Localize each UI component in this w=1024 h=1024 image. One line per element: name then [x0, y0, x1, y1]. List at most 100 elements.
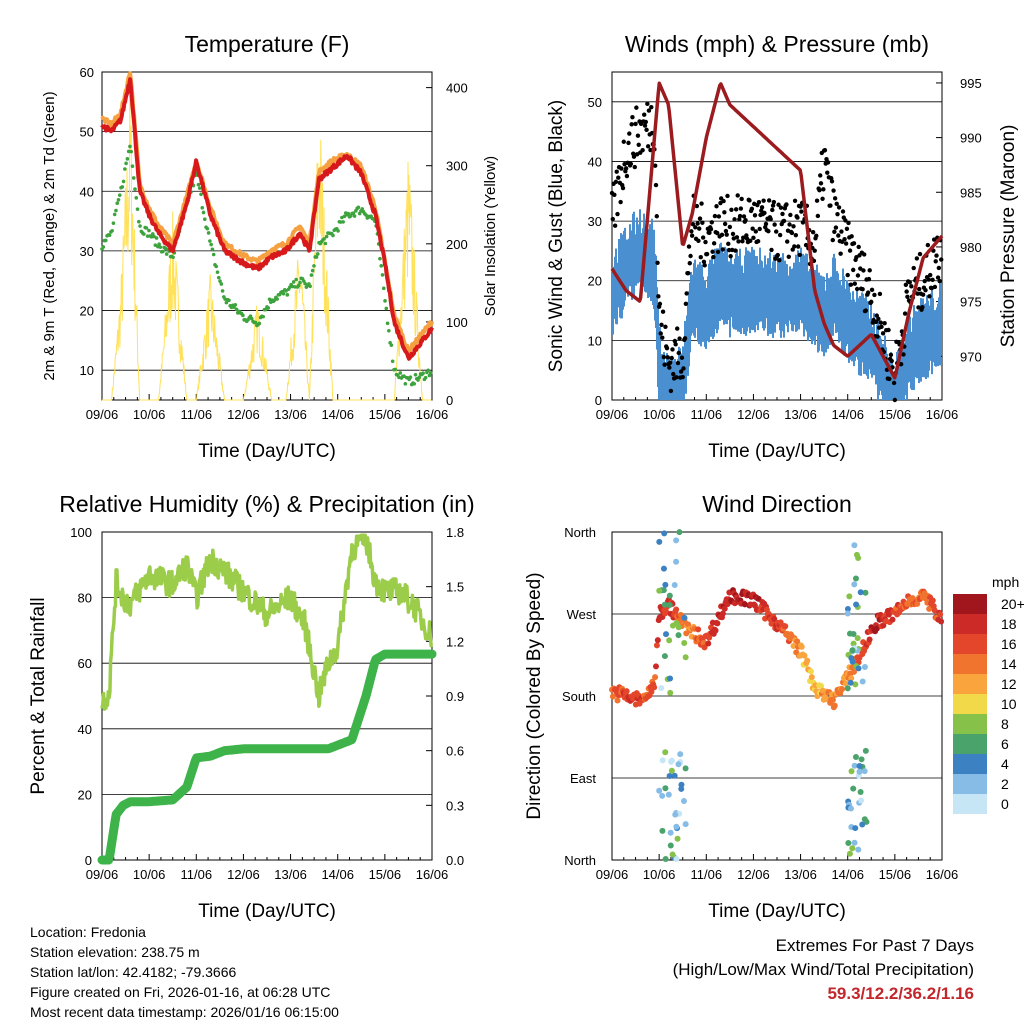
gust-point	[757, 226, 762, 232]
gust-point	[627, 131, 632, 136]
gust-point	[630, 115, 635, 120]
direction-point	[794, 638, 801, 645]
gust-point	[916, 305, 921, 310]
gust-point	[815, 213, 821, 219]
direction-point	[861, 768, 868, 775]
gust-point	[710, 249, 715, 254]
y-tick-label: 40	[78, 722, 92, 737]
dewpoint-point	[314, 255, 319, 259]
gust-point	[679, 355, 685, 360]
gust-point	[840, 209, 846, 214]
gust-point	[640, 147, 645, 153]
colorbar-label: 8	[1001, 716, 1009, 732]
y2-tick-label: 0.6	[446, 744, 464, 759]
gust-point	[781, 218, 787, 224]
gust-point	[655, 260, 660, 265]
gust-point	[660, 335, 665, 340]
y2-tick-label: 975	[960, 295, 982, 310]
direction-point	[673, 558, 680, 565]
dewpoint-point	[384, 306, 389, 311]
gust-point	[707, 230, 712, 235]
plot-frame	[611, 71, 943, 401]
x-tick-label: 10/06	[643, 867, 676, 882]
direction-point	[668, 767, 675, 774]
gust-point	[722, 210, 727, 215]
gust-point	[748, 238, 753, 244]
gust-point	[920, 305, 925, 310]
dewpoint-point	[201, 210, 206, 215]
direction-point	[680, 798, 687, 805]
gust-point	[759, 205, 765, 210]
gust-point	[744, 233, 749, 238]
gust-point	[863, 308, 868, 313]
gust-point	[875, 334, 880, 339]
x-tick-label: 13/06	[274, 867, 307, 882]
direction-point	[667, 689, 674, 696]
gust-point	[849, 234, 854, 239]
gust-point	[750, 226, 755, 231]
dewpoint-point	[224, 300, 229, 305]
gust-point	[828, 203, 833, 208]
y-tick-label: 40	[588, 154, 602, 169]
gust-point	[771, 199, 777, 205]
gust-point	[933, 259, 938, 264]
y-tick-label: 30	[80, 244, 94, 259]
gust-point	[723, 228, 729, 234]
direction-point	[929, 597, 936, 604]
direction-point	[656, 587, 663, 594]
x-tick-label: 13/06	[784, 407, 817, 422]
x-tick-label: 09/06	[596, 407, 629, 422]
gust-point	[842, 237, 847, 242]
direction-point	[675, 761, 682, 768]
gust-point	[851, 267, 856, 273]
gust-point	[712, 213, 718, 219]
dewpoint-point	[110, 229, 114, 233]
x-tick-label: 13/06	[784, 867, 817, 882]
colorbar-label: 14	[1001, 656, 1017, 672]
colorbar-swatch	[953, 654, 987, 674]
gust-point	[740, 239, 745, 244]
gust-point	[803, 242, 809, 248]
x-tick-label: 14/06	[831, 867, 864, 882]
direction-point	[673, 537, 680, 544]
x-tick-label: 16/06	[416, 867, 449, 882]
gust-point	[741, 235, 746, 240]
x-tick-label: 10/06	[133, 867, 166, 882]
direction-point	[831, 702, 838, 709]
gust-point	[656, 294, 661, 299]
gust-point	[848, 282, 854, 287]
dewpoint-point	[121, 179, 126, 184]
direction-point	[839, 686, 846, 693]
direction-point	[855, 846, 862, 853]
gust-point	[911, 265, 916, 271]
y-tick-label: North	[564, 853, 596, 868]
colorbar-swatch	[953, 734, 987, 754]
gust-point	[626, 140, 631, 146]
gust-point	[821, 187, 826, 192]
gust-point	[769, 247, 774, 253]
direction-point	[853, 551, 860, 558]
direction-point	[662, 855, 669, 862]
gust-point	[882, 321, 887, 326]
gust-point	[621, 139, 626, 144]
dewpoint-point	[120, 185, 125, 189]
gust-point	[798, 204, 803, 209]
colorbar-swatch	[953, 754, 987, 774]
gust-point	[728, 253, 733, 259]
direction-point	[856, 768, 863, 775]
gust-point	[614, 169, 619, 174]
gust-point	[930, 277, 935, 283]
gust-point	[925, 242, 931, 248]
gust-point	[610, 216, 615, 222]
y-tick-label: South	[562, 689, 596, 704]
direction-point	[938, 618, 945, 625]
dewpoint-point	[116, 198, 121, 202]
chart-panel-1: Temperature (F) 09/06 10/06 11/06 12/06 13/06…	[41, 31, 499, 462]
direction-point	[663, 631, 670, 638]
direction-point	[662, 785, 669, 792]
gust-point	[739, 196, 744, 202]
gust-point	[741, 214, 747, 219]
direction-point	[623, 688, 630, 695]
gust-point	[786, 254, 791, 259]
gust-point	[675, 326, 680, 331]
